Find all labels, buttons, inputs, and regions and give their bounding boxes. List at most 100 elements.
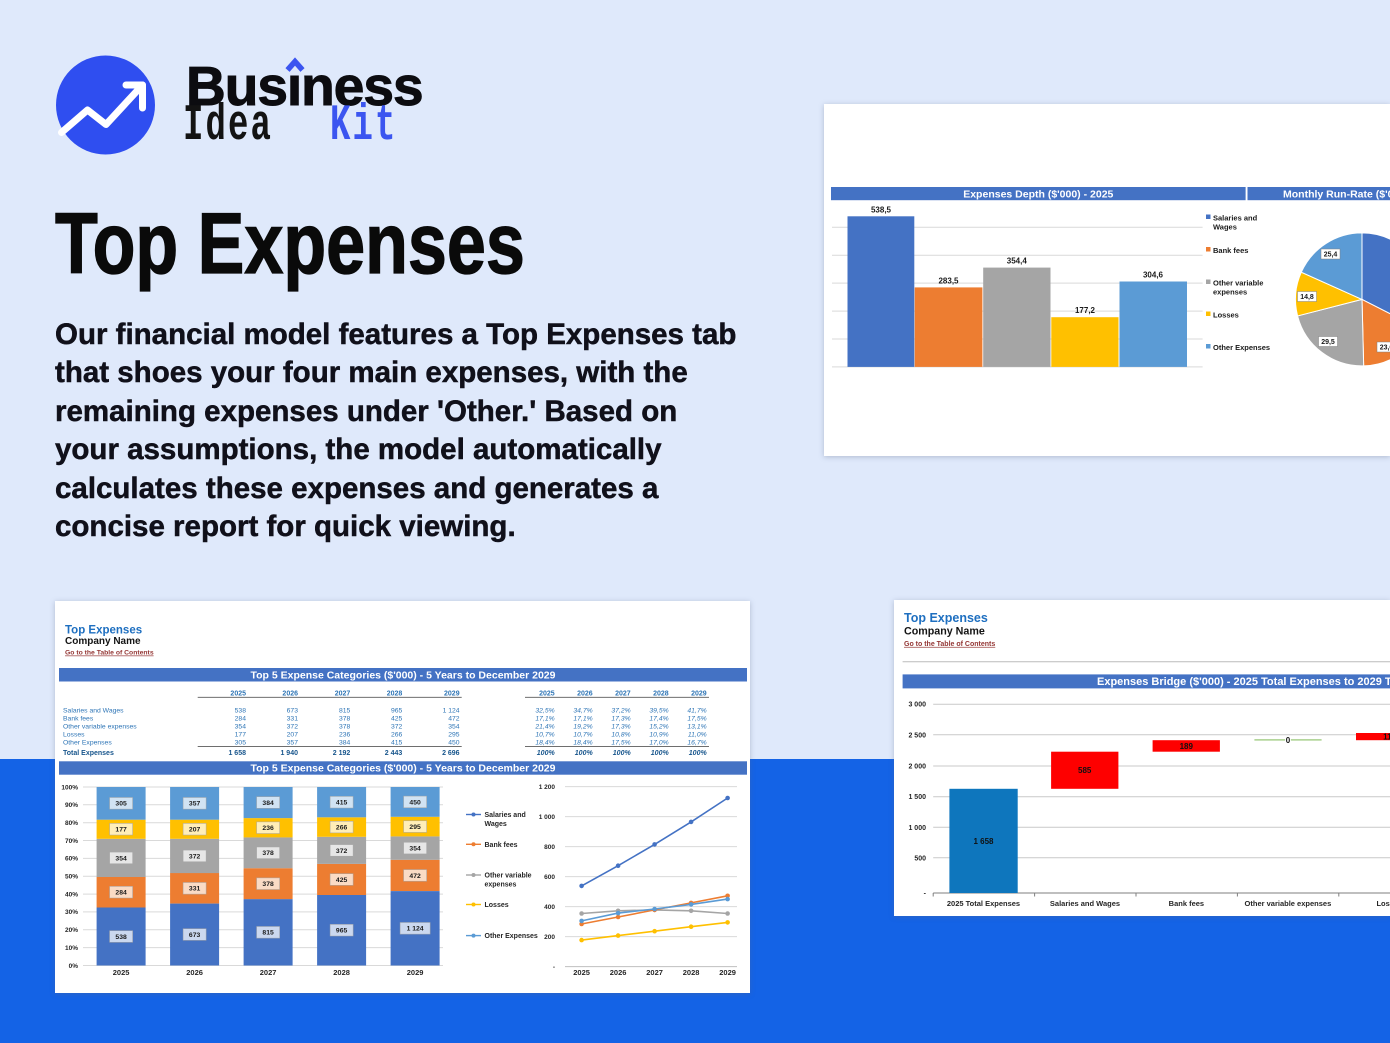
- svg-text:1 940: 1 940: [280, 750, 298, 757]
- svg-text:800: 800: [544, 844, 555, 851]
- svg-text:expenses: expenses: [485, 882, 517, 889]
- svg-text:17,1%: 17,1%: [535, 716, 554, 723]
- svg-text:30%: 30%: [65, 909, 78, 916]
- svg-text:Bank fees: Bank fees: [63, 716, 94, 723]
- svg-text:1 124: 1 124: [407, 926, 424, 933]
- svg-text:100%: 100%: [61, 784, 78, 791]
- svg-text:266: 266: [336, 825, 348, 832]
- svg-text:Other Expenses: Other Expenses: [485, 933, 538, 940]
- svg-text:40%: 40%: [65, 891, 78, 898]
- svg-text:1 658: 1 658: [228, 750, 246, 757]
- svg-text:538,5: 538,5: [871, 205, 892, 214]
- svg-text:284: 284: [235, 716, 247, 723]
- svg-text:815: 815: [262, 930, 274, 937]
- svg-text:-: -: [553, 964, 555, 971]
- svg-text:2027: 2027: [335, 690, 351, 697]
- svg-text:2 443: 2 443: [385, 750, 403, 757]
- svg-text:673: 673: [189, 932, 201, 939]
- svg-text:585: 585: [1078, 766, 1092, 775]
- svg-text:472: 472: [448, 716, 460, 723]
- svg-text:Company Name: Company Name: [904, 625, 985, 637]
- svg-text:384: 384: [262, 800, 274, 807]
- svg-text:21,4%: 21,4%: [534, 724, 554, 731]
- svg-text:425: 425: [336, 877, 348, 884]
- svg-text:29,5: 29,5: [1321, 339, 1335, 346]
- svg-text:2026: 2026: [577, 690, 593, 697]
- svg-text:600: 600: [544, 874, 555, 881]
- svg-text:Bank fees: Bank fees: [485, 842, 518, 849]
- svg-text:10,9%: 10,9%: [649, 731, 668, 738]
- svg-text:2 500: 2 500: [908, 732, 926, 739]
- svg-text:357: 357: [287, 739, 299, 746]
- svg-text:2025: 2025: [113, 968, 130, 977]
- svg-text:17,1%: 17,1%: [573, 716, 592, 723]
- svg-text:331: 331: [189, 886, 201, 893]
- svg-text:2025: 2025: [230, 690, 246, 697]
- svg-text:965: 965: [336, 928, 348, 935]
- svg-text:415: 415: [391, 739, 403, 746]
- svg-text:2027: 2027: [615, 690, 631, 697]
- svg-text:2027: 2027: [646, 968, 663, 977]
- svg-text:1 658: 1 658: [973, 837, 994, 846]
- svg-text:1 000: 1 000: [908, 825, 926, 832]
- svg-text:177,2: 177,2: [1075, 306, 1096, 315]
- svg-text:378: 378: [339, 724, 351, 731]
- svg-text:18,4%: 18,4%: [573, 739, 592, 746]
- svg-text:378: 378: [339, 716, 351, 723]
- svg-text:Bank fees: Bank fees: [1213, 246, 1248, 255]
- svg-text:207: 207: [287, 731, 299, 738]
- svg-text:357: 357: [189, 801, 201, 808]
- svg-text:2026: 2026: [610, 968, 627, 977]
- svg-text:2028: 2028: [333, 968, 350, 977]
- svg-text:815: 815: [339, 708, 351, 715]
- svg-text:304,6: 304,6: [1143, 271, 1164, 280]
- svg-text:384: 384: [339, 739, 351, 746]
- svg-text:2029: 2029: [691, 690, 707, 697]
- svg-text:39,5%: 39,5%: [649, 708, 668, 715]
- svg-text:378: 378: [262, 881, 274, 888]
- svg-text:500: 500: [914, 855, 926, 862]
- svg-text:354: 354: [409, 846, 421, 853]
- svg-text:Salaries and: Salaries and: [1213, 214, 1258, 223]
- svg-text:354,4: 354,4: [1007, 257, 1028, 266]
- svg-text:60%: 60%: [65, 856, 78, 863]
- svg-text:19,2%: 19,2%: [573, 724, 592, 731]
- svg-text:100%: 100%: [537, 750, 556, 757]
- svg-text:2 192: 2 192: [333, 750, 351, 757]
- svg-text:450: 450: [448, 739, 460, 746]
- svg-text:Losses: Losses: [63, 731, 85, 738]
- svg-text:Top Expenses: Top Expenses: [904, 611, 988, 625]
- svg-text:1 000: 1 000: [539, 814, 556, 821]
- svg-text:Losses: Losses: [1376, 899, 1390, 908]
- svg-text:305: 305: [115, 801, 127, 808]
- svg-text:2028: 2028: [387, 690, 403, 697]
- svg-text:Go to the Table of Contents: Go to the Table of Contents: [65, 650, 154, 657]
- svg-text:Wages: Wages: [1213, 223, 1237, 232]
- svg-text:372: 372: [336, 848, 348, 855]
- svg-text:354: 354: [115, 855, 127, 862]
- svg-text:20%: 20%: [65, 927, 78, 934]
- svg-text:1 500: 1 500: [908, 794, 926, 801]
- svg-text:Salaries and: Salaries and: [485, 812, 526, 819]
- svg-text:Bank fees: Bank fees: [1169, 899, 1204, 908]
- svg-text:177: 177: [235, 731, 247, 738]
- svg-text:1 124: 1 124: [443, 708, 460, 715]
- svg-text:236: 236: [339, 731, 351, 738]
- svg-text:3 000: 3 000: [908, 702, 926, 709]
- svg-text:Other variable: Other variable: [1213, 279, 1263, 288]
- svg-text:295: 295: [409, 824, 421, 831]
- svg-text:Losses: Losses: [1213, 311, 1239, 320]
- svg-text:Salaries and Wages: Salaries and Wages: [1050, 899, 1120, 908]
- svg-text:100%: 100%: [651, 750, 670, 757]
- svg-text:207: 207: [189, 827, 201, 834]
- svg-text:50%: 50%: [65, 874, 78, 881]
- svg-text:17,3%: 17,3%: [611, 724, 630, 731]
- svg-text:331: 331: [287, 716, 299, 723]
- svg-text:14,8: 14,8: [1300, 294, 1314, 301]
- svg-text:23,6: 23,6: [1380, 345, 1390, 352]
- svg-text:305: 305: [235, 739, 247, 746]
- svg-text:Salaries and Wages: Salaries and Wages: [63, 708, 124, 715]
- svg-text:Total Expenses: Total Expenses: [63, 750, 114, 757]
- svg-text:372: 372: [391, 724, 403, 731]
- svg-text:32,5%: 32,5%: [535, 708, 554, 715]
